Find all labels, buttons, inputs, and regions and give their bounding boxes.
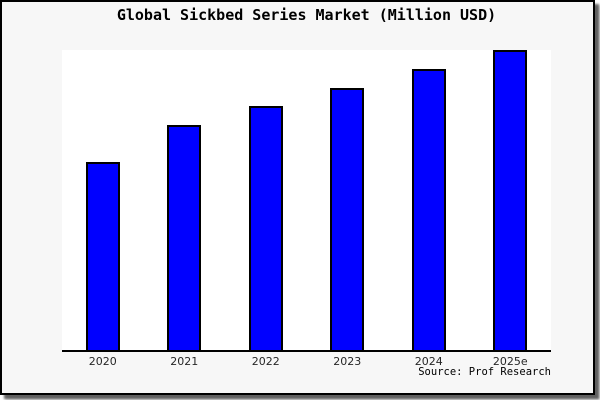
bar-2025e	[493, 50, 528, 352]
plot-area	[62, 50, 551, 352]
x-tick-label-2024: 2024	[414, 355, 443, 368]
bar-2024	[411, 69, 446, 352]
bar-2020	[85, 162, 120, 352]
bar-slot	[144, 50, 226, 352]
x-tick-label-2023: 2023	[333, 355, 362, 368]
x-axis-labels: 2020 2021 2022 2023 2024 2025e	[62, 355, 551, 368]
bar-slot	[225, 50, 307, 352]
chart-frame: Global Sickbed Series Market (Million US…	[0, 0, 595, 395]
bar-2023	[330, 88, 365, 352]
chart-title: Global Sickbed Series Market (Million US…	[116, 6, 497, 24]
bar-slot	[62, 50, 144, 352]
bar-slot	[470, 50, 552, 352]
x-axis-line	[62, 350, 551, 352]
bar-slot	[307, 50, 389, 352]
x-tick-label-2025e: 2025e	[492, 355, 528, 368]
x-tick-label-2021: 2021	[170, 355, 199, 368]
x-tick-label-2020: 2020	[88, 355, 117, 368]
bars-container	[62, 50, 551, 352]
source-text: Source: Prof Research	[418, 366, 551, 378]
bar-2022	[248, 106, 283, 352]
x-tick-label-2022: 2022	[251, 355, 280, 368]
bar-2021	[167, 125, 202, 352]
bar-slot	[388, 50, 470, 352]
